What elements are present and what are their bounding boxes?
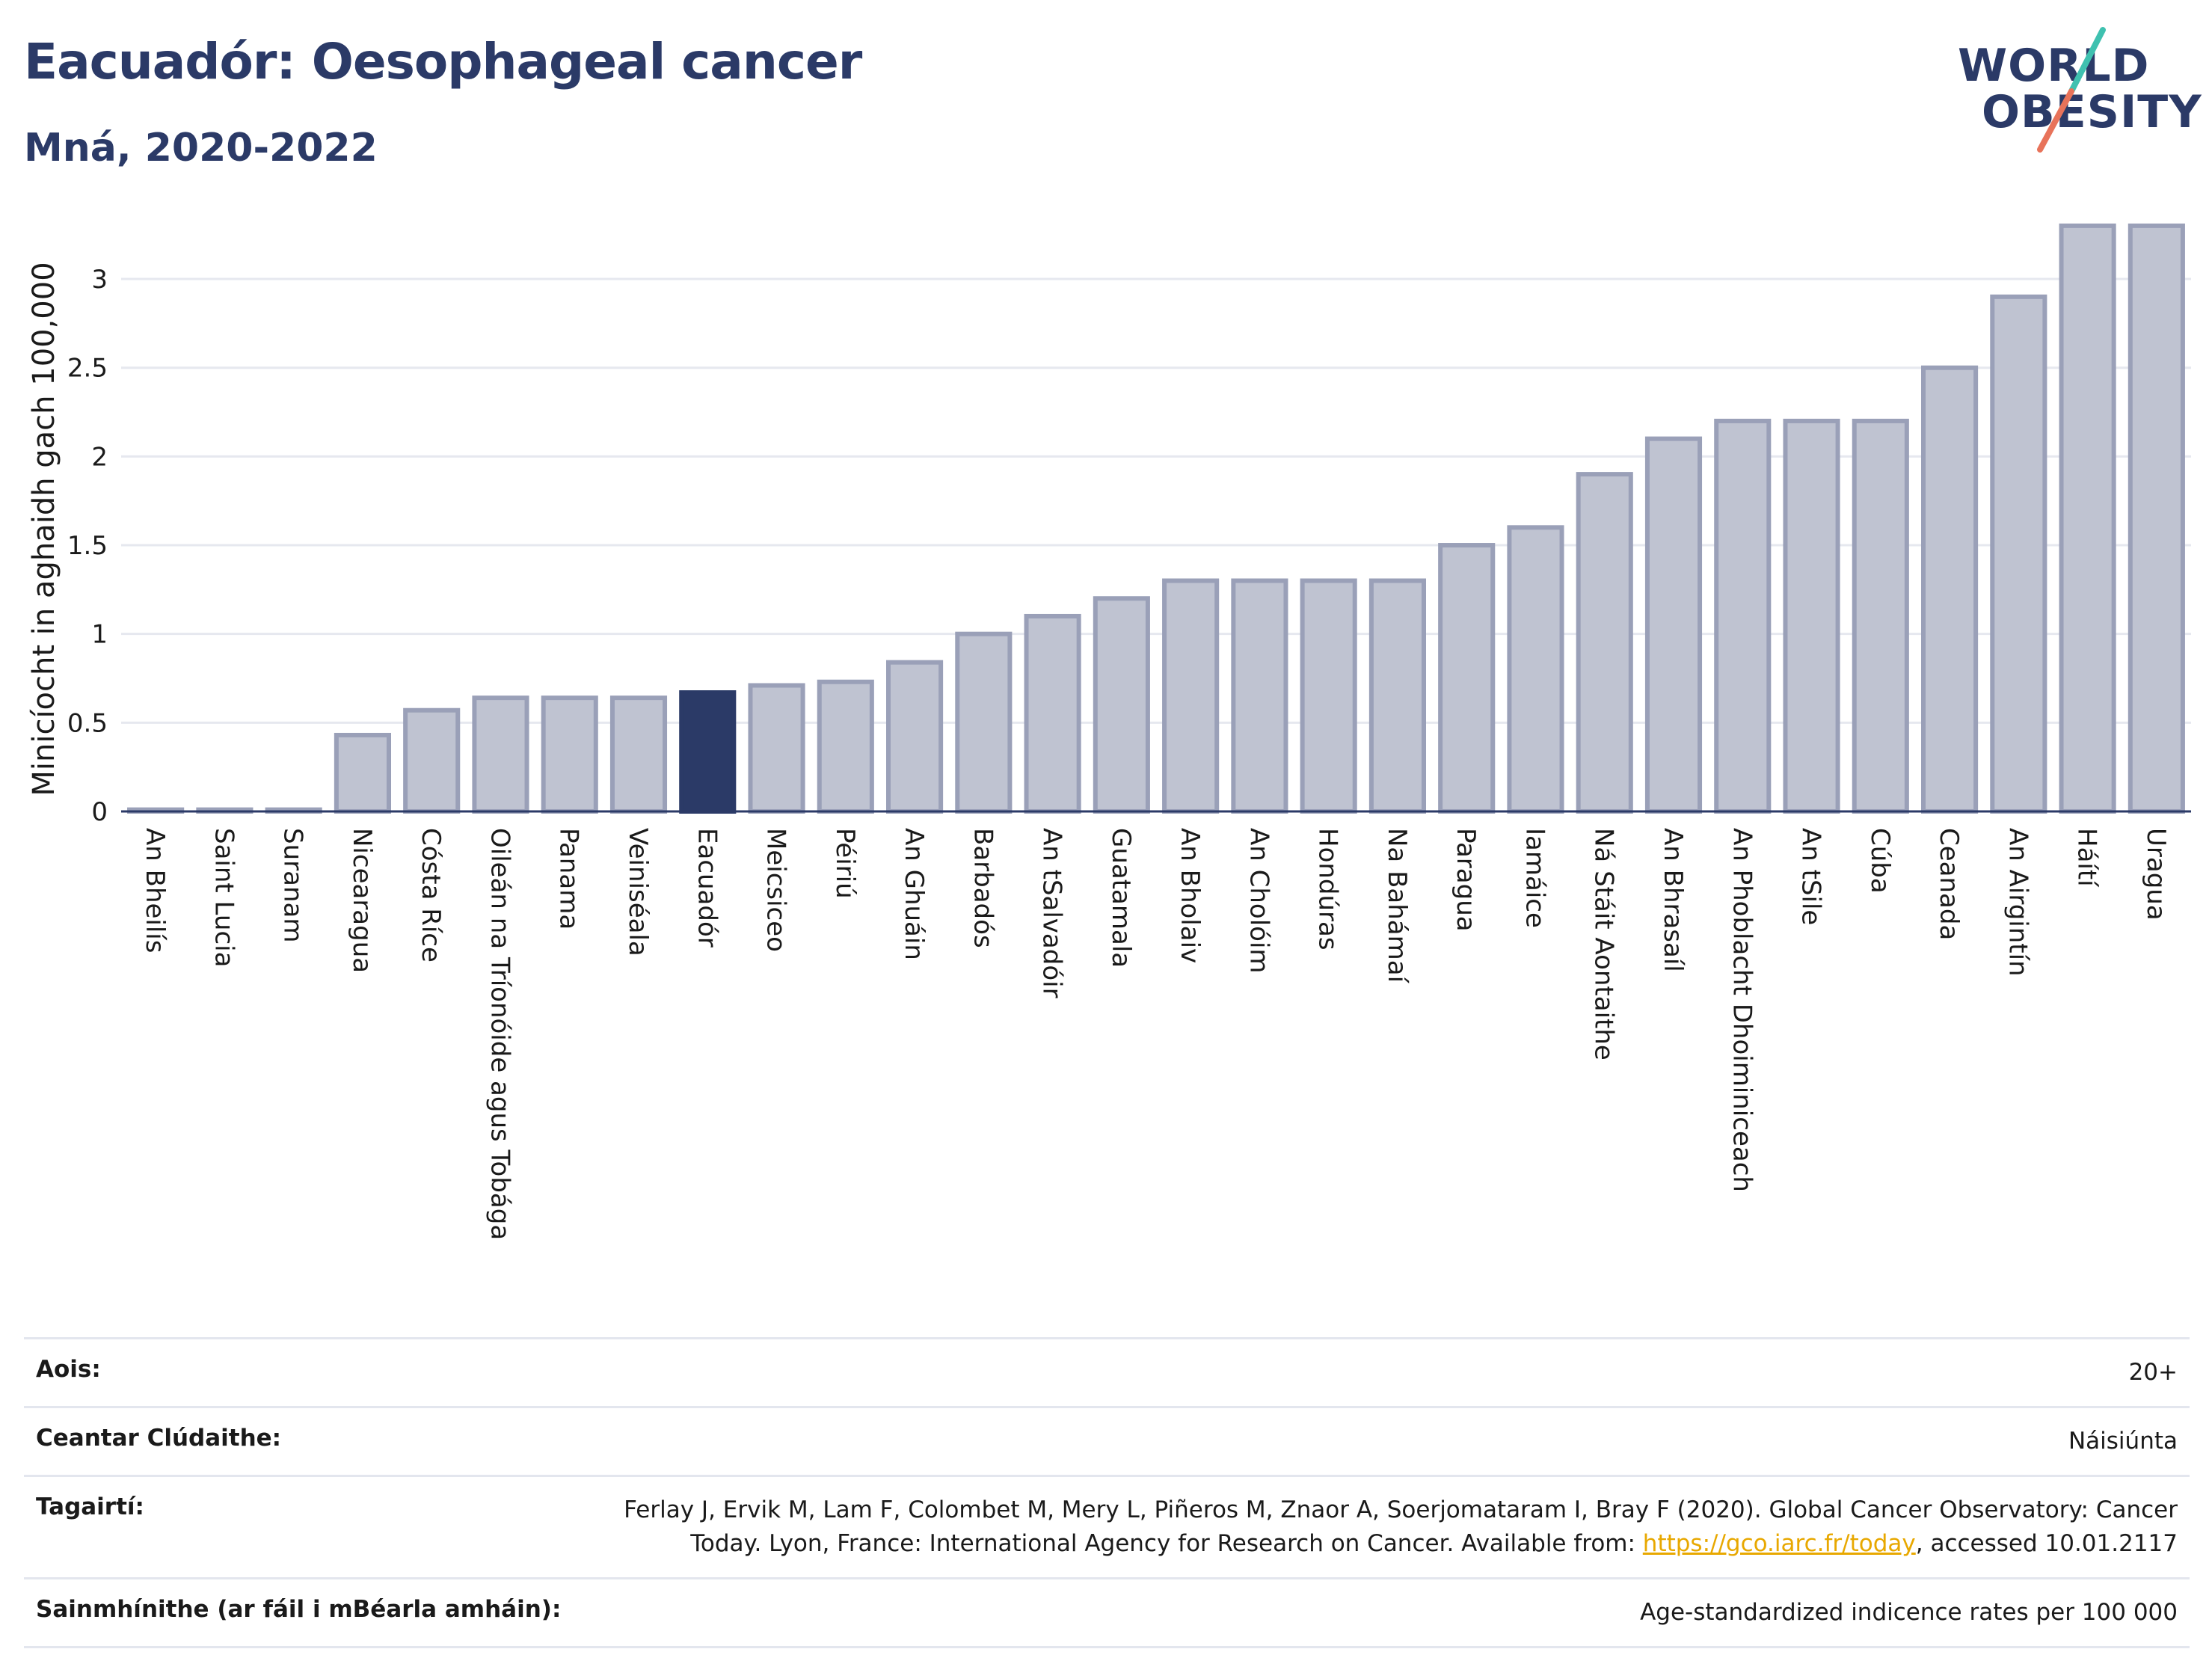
meta-row-coverage: Ceantar Clúdaithe: Náisiúnta bbox=[24, 1405, 2190, 1475]
x-tick-label: An Airgintín bbox=[2003, 828, 2033, 977]
bar bbox=[1231, 578, 1288, 814]
x-tick-label: Uragua bbox=[2141, 828, 2171, 921]
bar bbox=[1921, 365, 1979, 814]
y-axis-label: Minicíocht in aghaidh gach 100,000 bbox=[27, 262, 61, 796]
chart-title: Eacuadór: Oesophageal cancer bbox=[24, 33, 862, 90]
x-tick-label: Ná Stáit Aontaithe bbox=[1589, 828, 1619, 1060]
bar bbox=[1093, 596, 1150, 814]
x-tick-label: An tSile bbox=[1796, 828, 1826, 925]
bar bbox=[1852, 418, 1909, 814]
bar bbox=[1714, 418, 1772, 814]
reference-link[interactable]: https://gco.iarc.fr/today bbox=[1642, 1529, 1916, 1557]
age-label: Aois: bbox=[36, 1356, 101, 1383]
bar bbox=[955, 631, 1013, 814]
x-tick-label: An Bhrasaíl bbox=[1658, 828, 1688, 972]
bar bbox=[1644, 436, 1703, 814]
x-tick-label: Meicsiceo bbox=[761, 828, 791, 952]
x-tick-label: Eacuadór bbox=[692, 828, 722, 948]
x-tick-label: Barbadós bbox=[968, 828, 998, 948]
x-tick-label: Oileán na Tríonóide agus Tobága bbox=[485, 828, 514, 1240]
meta-row-references: Tagairtí: Ferlay J, Ervik M, Lam F, Colo… bbox=[24, 1474, 2190, 1577]
coverage-label: Ceantar Clúdaithe: bbox=[36, 1424, 282, 1452]
x-tick-label: Guatamala bbox=[1106, 828, 1136, 968]
x-tick-label: Saint Lucia bbox=[209, 828, 239, 967]
reference-text-3: , accessed 10.01.2117 bbox=[1915, 1529, 2178, 1557]
bar bbox=[1300, 578, 1357, 814]
bar bbox=[2127, 223, 2185, 814]
x-tick-label: Nicearagua bbox=[347, 828, 377, 973]
x-tick-label: An Ghuáin bbox=[899, 828, 929, 960]
bar bbox=[1024, 613, 1081, 814]
y-tick-label: 0.5 bbox=[67, 708, 108, 738]
x-tick-label: An tSalvadóir bbox=[1037, 828, 1067, 998]
x-tick-label: An Bholaiv bbox=[1175, 828, 1205, 963]
age-value: 20+ bbox=[2128, 1359, 2178, 1386]
x-tick-label: Cósta Ríce bbox=[416, 828, 446, 962]
bar bbox=[1576, 472, 1633, 814]
meta-row-age: Aois: 20+ bbox=[24, 1337, 2190, 1406]
bar bbox=[679, 690, 737, 814]
bar bbox=[2059, 223, 2116, 814]
x-tick-label: Veiniséala bbox=[623, 828, 653, 957]
definitions-label: Sainmhínithe (ar fáil i mBéarla amháin): bbox=[36, 1595, 562, 1623]
bar bbox=[609, 696, 668, 814]
bar bbox=[1162, 578, 1220, 814]
bar bbox=[1783, 418, 1840, 814]
x-tick-label: An Phoblacht Dhoiminiceach bbox=[1727, 828, 1757, 1192]
logo-word-2: OBESITY bbox=[1982, 86, 2202, 138]
x-tick-label: Paragua bbox=[1451, 828, 1481, 932]
definitions-value: Age-standardized indicence rates per 100… bbox=[1640, 1598, 2178, 1626]
bar bbox=[472, 696, 529, 814]
reference-text-2: Today. Lyon, France: International Agenc… bbox=[690, 1529, 1643, 1557]
x-tick-label: Hondúras bbox=[1313, 828, 1343, 951]
y-tick-label: 1 bbox=[91, 620, 108, 650]
bar bbox=[334, 732, 391, 814]
references-value: Ferlay J, Ervik M, Lam F, Colombet M, Me… bbox=[624, 1493, 2178, 1561]
world-obesity-logo: WORLD OBESITY bbox=[1944, 22, 2202, 157]
bar bbox=[748, 683, 805, 814]
x-tick-label: Cúba bbox=[1865, 828, 1895, 894]
bar bbox=[541, 696, 598, 814]
chart-subtitle: Mná, 2020-2022 bbox=[24, 126, 378, 171]
y-tick-label: 2 bbox=[91, 442, 108, 472]
bar bbox=[403, 707, 461, 814]
references-label: Tagairtí: bbox=[36, 1493, 144, 1520]
y-tick-label: 2.5 bbox=[67, 354, 108, 384]
bar bbox=[886, 660, 944, 814]
metadata-table: Aois: 20+ Ceantar Clúdaithe: Náisiúnta T… bbox=[24, 1337, 2190, 1648]
coverage-value: Náisiúnta bbox=[2068, 1427, 2178, 1455]
bar bbox=[1990, 294, 2047, 814]
logo-word-1: WORLD bbox=[1958, 40, 2150, 92]
reference-text-1: Ferlay J, Ervik M, Lam F, Colombet M, Me… bbox=[624, 1496, 2178, 1523]
bar bbox=[1368, 578, 1426, 814]
x-tick-label: An Cholóim bbox=[1244, 828, 1274, 974]
bar bbox=[1438, 543, 1496, 814]
logo-slash-icon bbox=[2037, 27, 2106, 153]
y-tick-label: 1.5 bbox=[67, 531, 108, 561]
bar bbox=[817, 679, 874, 814]
bar bbox=[1507, 525, 1564, 814]
y-tick-label: 3 bbox=[91, 265, 108, 295]
bar-chart: 0 0.5 1 1.5 2 2.5 3 Minicíocht in aghaidh gach … bbox=[27, 223, 2191, 1240]
meta-row-definitions: Sainmhínithe (ar fáil i mBéarla amháin):… bbox=[24, 1576, 2190, 1648]
x-tick-label: Suranam bbox=[278, 828, 308, 942]
x-tick-label: Na Bahámaí bbox=[1382, 828, 1412, 984]
x-tick-label: Ceanada bbox=[1934, 828, 1964, 940]
x-tick-label: Panama bbox=[554, 828, 584, 930]
x-tick-label: An Bheilís bbox=[140, 828, 170, 953]
x-tick-label: Háítí bbox=[2072, 828, 2102, 888]
y-tick-label: 0 bbox=[91, 797, 108, 827]
x-tick-label: Iamáice bbox=[1520, 828, 1549, 928]
x-tick-label: Péiriú bbox=[830, 828, 860, 899]
